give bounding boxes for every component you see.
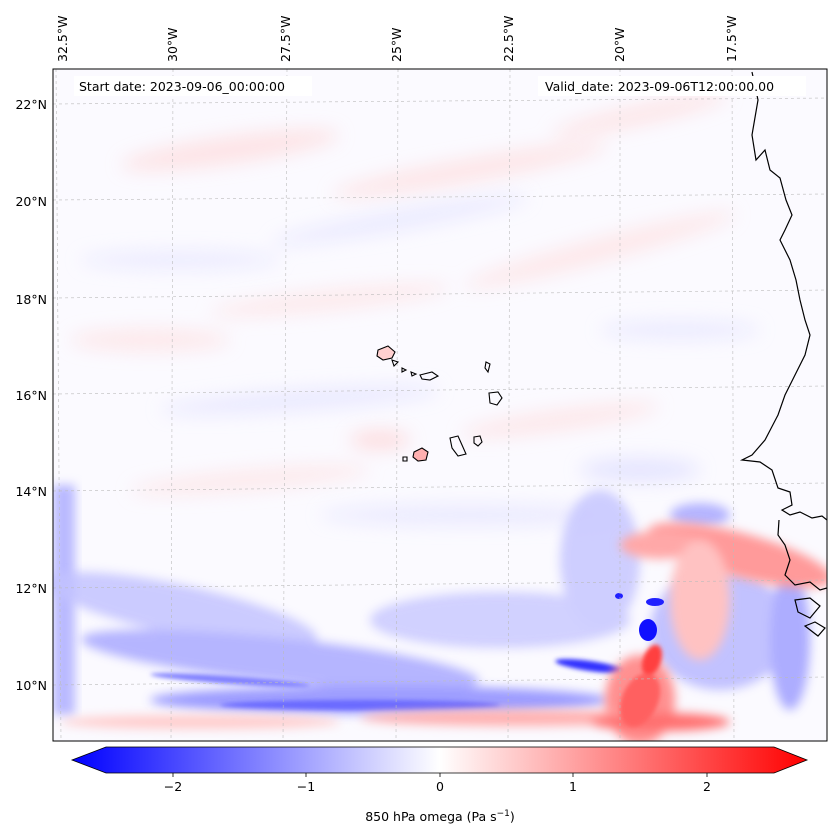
coastline <box>739 71 827 637</box>
lat-label: 16°N <box>15 388 47 403</box>
colorbar-body <box>70 746 809 774</box>
valid-date-label: Valid_date: 2023-09-06T12:00:00.00 <box>538 76 806 96</box>
start-date-label: Start date: 2023-09-06_00:00:00 <box>74 76 312 96</box>
lon-label: 25°W <box>389 27 404 62</box>
longitude-labels: 32.5°W 30°W 27.5°W 25°W 22.5°W 20°W 17.5… <box>55 16 739 62</box>
plot-frame <box>52 68 828 742</box>
omega-field <box>52 68 828 742</box>
cape-verde-islands <box>376 345 503 462</box>
colorbar-tick: 1 <box>569 779 577 794</box>
lat-label: 18°N <box>15 292 47 307</box>
colorbar: −2 −1 0 1 2 850 hPa omega (Pa s−1) <box>70 746 809 824</box>
lon-label: 30°W <box>165 27 180 62</box>
graticule <box>53 69 827 741</box>
colorbar-tick: −2 <box>164 779 182 794</box>
lon-label: 27.5°W <box>278 16 293 62</box>
lat-label: 20°N <box>15 194 47 209</box>
start-date-text: Start date: 2023-09-06_00:00:00 <box>79 79 285 94</box>
lat-label: 12°N <box>15 581 47 596</box>
lon-label: 22.5°W <box>501 16 516 62</box>
lat-label: 22°N <box>15 97 47 112</box>
lat-label: 14°N <box>15 484 47 499</box>
lon-label: 20°W <box>612 27 627 62</box>
latitude-labels: 22°N 20°N 18°N 16°N 14°N 12°N 10°N <box>15 97 47 693</box>
lat-label: 10°N <box>15 678 47 693</box>
colorbar-tick: 2 <box>703 779 711 794</box>
lon-label: 17.5°W <box>724 16 739 62</box>
colorbar-label: 850 hPa omega (Pa s−1) <box>365 809 515 824</box>
lon-label: 32.5°W <box>55 16 70 62</box>
valid-date-text: Valid_date: 2023-09-06T12:00:00.00 <box>545 79 774 94</box>
colorbar-tick: 0 <box>436 779 444 794</box>
colorbar-tick: −1 <box>297 779 315 794</box>
